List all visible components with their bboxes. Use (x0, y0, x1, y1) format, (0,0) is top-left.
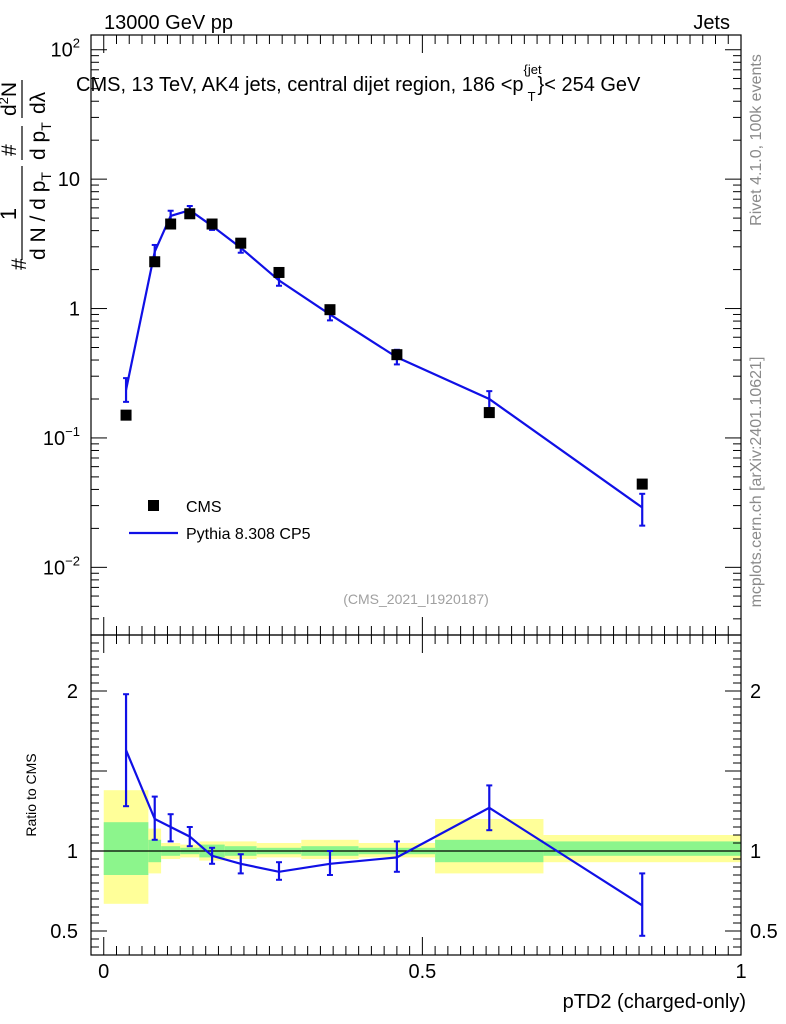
ratio-ytick-label-right: 1 (750, 841, 761, 863)
rivet-label: Rivet 4.1.0, 100k events (748, 54, 765, 226)
cms-point (149, 256, 161, 268)
main-ytick-label: 10−1 (43, 424, 80, 450)
ylabel-lambda: dλ (27, 91, 50, 114)
ratio-xtick-label: 1 (735, 961, 746, 983)
cms-point (165, 218, 177, 230)
ylabel-frac2-den: d pT (27, 122, 54, 160)
cms-point (483, 407, 495, 419)
cms-point (636, 478, 648, 490)
chart-title: CMS, 13 TeV, AK4 jets, central dijet reg… (76, 62, 641, 104)
xlabel: pTD2 (charged-only) (563, 991, 746, 1013)
main-ytick-exp: −1 (65, 424, 80, 439)
band-inner (103, 822, 149, 875)
legend-pythia-label: Pythia 8.308 CP5 (186, 526, 311, 543)
cms-point (184, 208, 196, 220)
ratio-axes: 0 0.5 12 21 10.5 0.5 (50, 634, 778, 983)
cms-point (324, 304, 336, 316)
ratio-ytick-label-left: 0.5 (50, 921, 78, 943)
ratio-ytick-label-right: 0.5 (750, 921, 778, 943)
legend: CMS Pythia 8.308 CP5 (129, 499, 311, 543)
ratio-ytick-label-right: 2 (750, 681, 761, 703)
main-ytick-label: 10 (58, 169, 80, 191)
ratio-line (125, 749, 643, 907)
main-ytick-base: 10 (43, 428, 65, 450)
cms-point (391, 349, 403, 361)
ratio-frame (90, 634, 742, 956)
cms-point (120, 409, 132, 421)
main-ytick-label: 1 (69, 299, 80, 321)
watermark: (CMS_2021_I1920187) (343, 591, 489, 607)
main-ytick-label: 102 (51, 36, 80, 62)
ratio-ytick-label-left: 2 (67, 681, 78, 703)
title-end: }< 254 GeV (538, 74, 642, 96)
source-label: mcplots.cern.ch [arXiv:2401.10621] (748, 357, 765, 608)
main-ytick-exp: 2 (73, 36, 80, 51)
ratio-xtick-label: 0.5 (408, 961, 436, 983)
cms-point (206, 218, 218, 230)
main-ytick-exp: −2 (65, 553, 80, 568)
title-sup: {jet (524, 62, 542, 77)
title-sub: T (528, 89, 536, 104)
ratio-ytick-label-left: 1 (67, 841, 78, 863)
ylabel-num: d2N (0, 82, 21, 116)
ylabel-one: 1 (0, 208, 21, 220)
ratio-series-layer (123, 693, 646, 937)
ratio-ylabel: Ratio to CMS (23, 753, 39, 836)
main-ylabel: # 1 d N / d pT # d pT d2N dλ (0, 80, 54, 270)
main-ytick-base: 10 (51, 40, 73, 62)
legend-cms-label: CMS (186, 499, 222, 516)
title-main: CMS, 13 TeV, AK4 jets, central dijet reg… (76, 74, 524, 96)
ylabel-denom: d N / d pT (27, 172, 54, 260)
cms-point (273, 266, 285, 278)
header-left: 13000 GeV pp (104, 12, 233, 34)
ratio-xtick-label: 0 (98, 961, 109, 983)
band-inner (543, 841, 741, 856)
legend-cms-marker (148, 500, 159, 511)
ylabel-hash: # (8, 258, 31, 270)
main-ytick-base: 10 (43, 557, 65, 579)
main-ytick-label: 10−2 (43, 553, 80, 579)
cms-point (235, 237, 247, 249)
pythia-line (124, 209, 643, 509)
main-series-layer (120, 205, 648, 527)
header-right: Jets (693, 12, 730, 34)
ylabel-frac2-num: # (0, 144, 21, 156)
main-frame (90, 34, 742, 636)
